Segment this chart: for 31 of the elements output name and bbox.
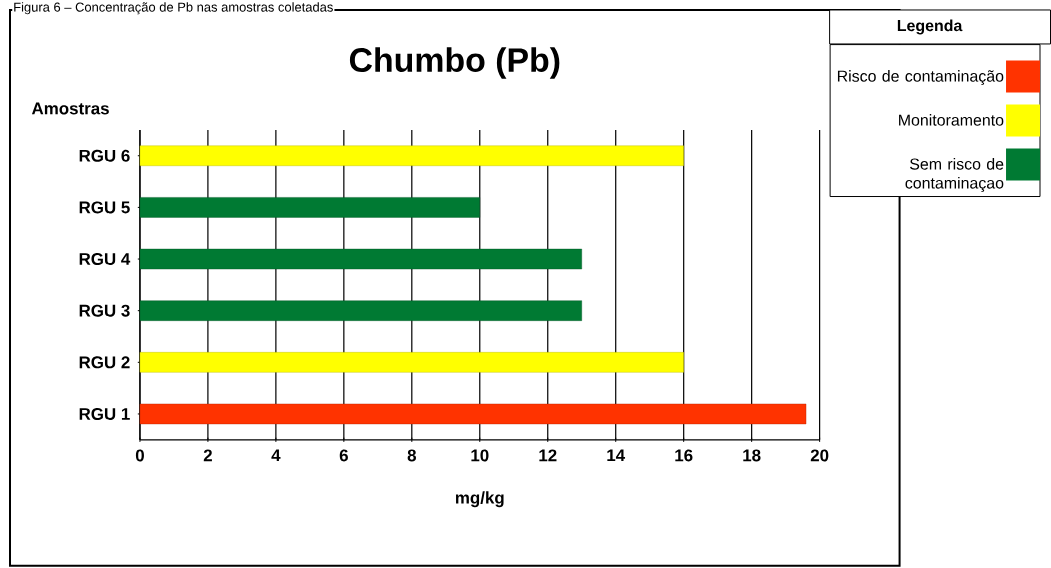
legend-label: Risco de contaminação	[837, 70, 1004, 86]
x-tick-label: 4	[271, 449, 281, 462]
bar	[139, 248, 582, 270]
bar	[139, 403, 807, 425]
x-tick-label: 0	[135, 449, 144, 462]
bar	[139, 197, 480, 218]
bar	[139, 145, 684, 167]
y-tick-label: RGU 5	[79, 201, 130, 214]
bar	[139, 352, 684, 373]
legend-title: Legenda	[897, 19, 963, 35]
text: Figura 6 – Concentração de Pb nas amostras coletadas	[14, 2, 333, 15]
legend-label: Monitoramento	[899, 114, 1004, 126]
x-tick-label: 20	[810, 449, 829, 462]
x-tick-label: 8	[407, 449, 417, 462]
y-tick-label: RGU 6	[79, 149, 130, 162]
y-tick-label: RGU 4	[79, 253, 131, 266]
chart-title: Chumbo (Pb)	[349, 47, 560, 79]
y-tick-label: RGU 2	[79, 356, 130, 369]
x-tick-label: 12	[539, 449, 557, 462]
x-tick-label: 10	[471, 449, 489, 462]
y-tick-label: RGU 1	[79, 408, 130, 421]
y-tick-label: RGU 3	[79, 304, 130, 317]
legend-label: Sem risco de contaminaçao	[905, 158, 1004, 193]
x-tick-label: 6	[339, 449, 348, 462]
x-axis-title: mg/kg	[455, 491, 504, 508]
x-tick-label: 16	[675, 449, 693, 462]
x-tick-label: 18	[743, 449, 761, 462]
x-tick-label: 14	[607, 449, 626, 462]
x-tick-label: 2	[203, 449, 212, 462]
bar	[139, 300, 582, 322]
y-axis-title: Amostras	[31, 102, 109, 115]
